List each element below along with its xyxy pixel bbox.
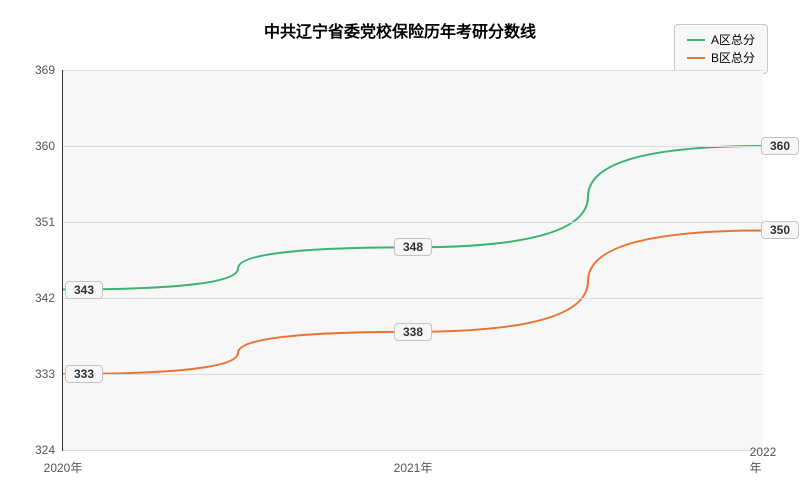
ytick-label: 324 bbox=[35, 443, 55, 457]
gridline bbox=[63, 146, 763, 147]
xtick-label: 2020年 bbox=[44, 459, 83, 476]
legend: A区总分 B区总分 bbox=[674, 24, 768, 74]
ytick-label: 333 bbox=[35, 367, 55, 381]
xtick-label: 2022年 bbox=[750, 445, 777, 476]
legend-item-b: B区总分 bbox=[687, 49, 755, 67]
ytick-label: 342 bbox=[35, 291, 55, 305]
legend-label-b: B区总分 bbox=[711, 49, 755, 67]
ytick-label: 351 bbox=[35, 215, 55, 229]
gridline bbox=[63, 298, 763, 299]
data-label: 348 bbox=[394, 238, 432, 256]
ytick-label: 360 bbox=[35, 139, 55, 153]
gridline bbox=[63, 222, 763, 223]
gridline bbox=[63, 70, 763, 71]
ytick-label: 369 bbox=[35, 63, 55, 77]
legend-line-b bbox=[687, 57, 705, 59]
chart-svg bbox=[63, 70, 763, 450]
legend-line-a bbox=[687, 39, 705, 41]
data-label: 343 bbox=[65, 281, 103, 299]
legend-item-a: A区总分 bbox=[687, 31, 755, 49]
data-label: 333 bbox=[65, 365, 103, 383]
plot-area: 3243333423513603692020年2021年2022年3433483… bbox=[62, 70, 763, 451]
xtick-label: 2021年 bbox=[394, 459, 433, 476]
data-label: 350 bbox=[761, 221, 799, 239]
legend-label-a: A区总分 bbox=[711, 31, 755, 49]
gridline bbox=[63, 450, 763, 451]
series-line bbox=[63, 146, 763, 290]
data-label: 360 bbox=[761, 137, 799, 155]
data-label: 338 bbox=[394, 323, 432, 341]
gridline bbox=[63, 374, 763, 375]
chart-title: 中共辽宁省委党校保险历年考研分数线 bbox=[264, 18, 536, 42]
chart-container: 中共辽宁省委党校保险历年考研分数线 A区总分 B区总分 324 333 342 351… bbox=[0, 0, 800, 500]
